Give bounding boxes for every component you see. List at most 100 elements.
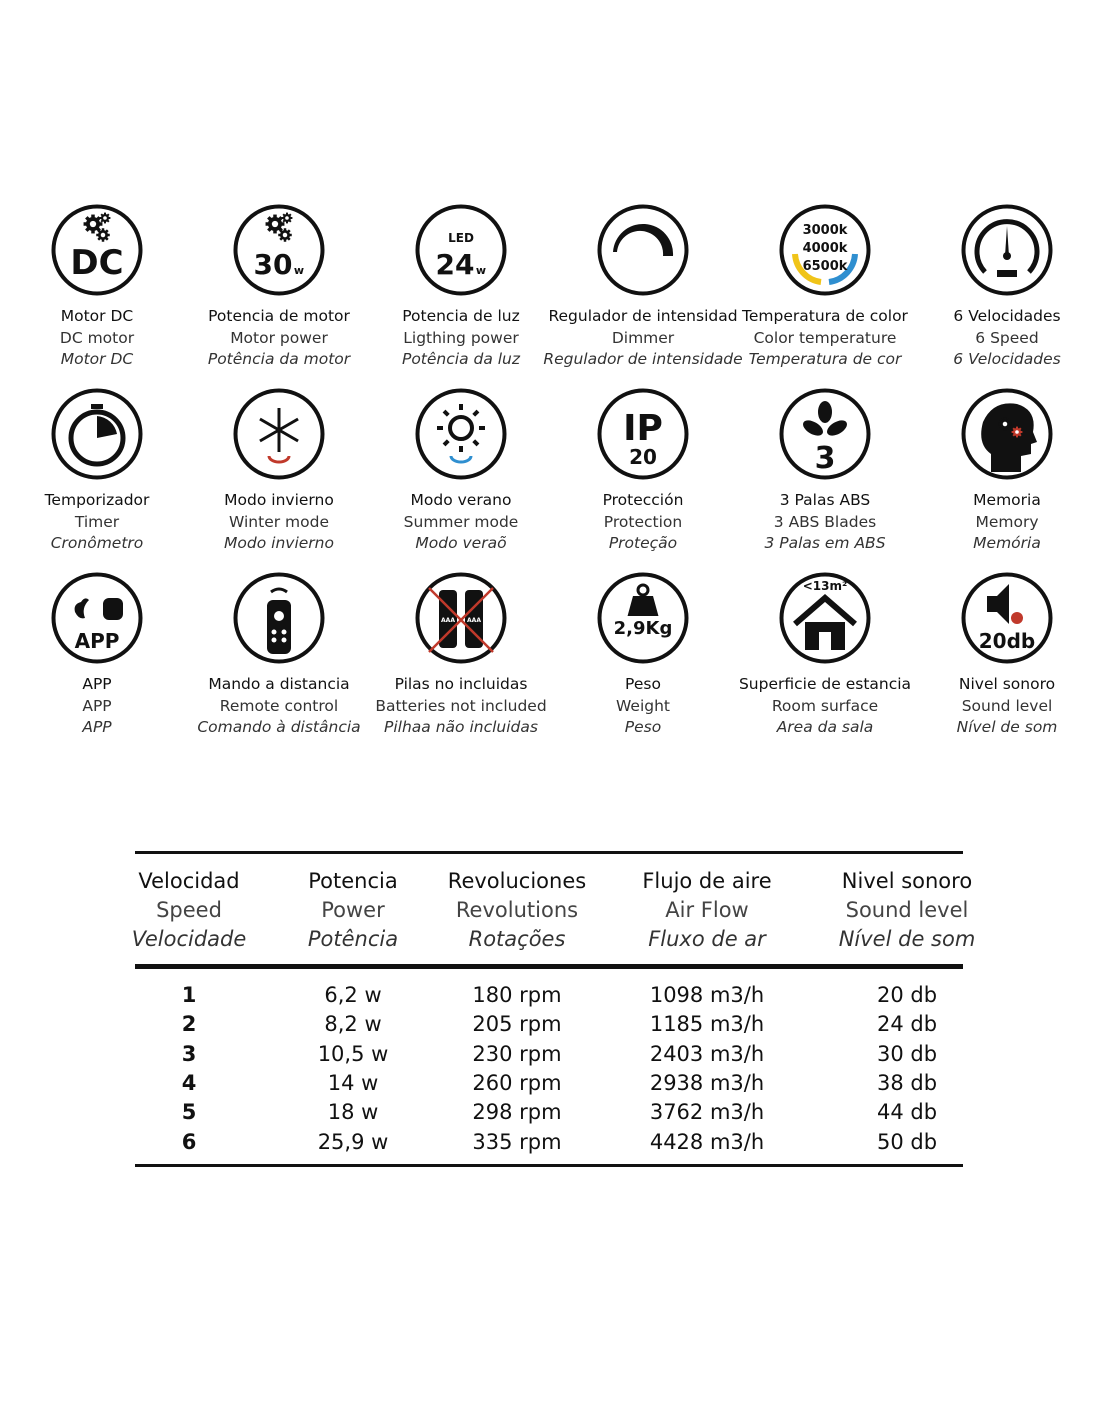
table-cell: 205 rpm [472,1012,562,1037]
feature-item: IP 20 Protección Protection Proteção [552,388,734,555]
feature-item: <13m² Superficie de estancia Room surfac… [734,572,916,739]
feature-row-3: APP APP APP APP Mando a distancia Remote… [6,572,1098,739]
motor-power-icon: 30 w [233,204,325,296]
feature-label-pt: Proteção [608,534,678,552]
header-en: Power [321,898,385,922]
feature-labels: Potencia de luz Ligthing power Potência … [402,306,520,371]
table-cell: 14 w [327,1070,379,1095]
icon-text: <13m² [803,579,848,593]
header-pt: Rotações [468,927,566,951]
feature-row-1: DC Motor DC DC motor Motor DC 30 w Potenci… [6,204,1098,371]
feature-label-en: Protection [603,512,683,531]
table-header: Velocidad Speed Velocidade Potencia Power Pot… [132,854,976,964]
table-cell: 6 [181,1129,197,1154]
table-cell: 44 db [876,1100,938,1125]
feature-label-pt: Nível de som [956,718,1058,736]
feature-label-es: 3 Palas ABS [779,491,871,509]
table-cell: 335 rpm [472,1129,562,1154]
table-cell: 4 [181,1070,197,1095]
header-en: Sound level [845,898,969,922]
feature-label-pt: 3 Palas em ABS [764,534,886,552]
header-pt: Fluxo de ar [648,927,766,951]
feature-label-pt: Temperatura de cor [748,350,902,368]
feature-labels: Pilas no incluidas Batteries not include… [375,674,546,739]
feature-item: AAA AAA Pilas no incluidas Batteries not … [370,572,552,739]
feature-label-pt: Motor DC [60,350,134,368]
table-cell: 18 w [327,1100,379,1125]
feature-label-es: Peso [625,675,661,693]
feature-label-es: APP [82,675,112,693]
table-cell: 4428 m3/h [649,1129,765,1154]
sun-icon [415,388,507,480]
feature-labels: Mando a distancia Remote control Comando… [197,674,360,739]
feature-label-es: Regulador de intensidad [548,307,738,325]
feature-label-pt: 6 Velocidades [953,350,1061,368]
feature-label-en: Timer [74,512,120,531]
feature-item: 3000k 4000k 6500k Temperatura de color Col… [734,204,916,371]
feature-item: Modo invierno Winter mode Modo invierno [188,388,370,555]
header-es: Flujo de aire [642,869,772,893]
feature-item: Mando a distancia Remote control Comando… [188,572,370,739]
feature-labels: APP APP APP [82,674,111,739]
feature-row-2: Temporizador Timer Cronômetro Modo invie… [6,388,1098,555]
feature-labels: Protección Protection Proteção [603,490,684,555]
table-cell: 10,5 w [317,1041,389,1066]
icon-text: 2,9Kg [614,618,673,639]
feature-label-es: Potencia de luz [402,307,520,325]
feature-item: 6 Velocidades 6 Speed 6 Velocidades [916,204,1098,371]
feature-label-en: Sound level [961,696,1053,715]
table-cell: 298 rpm [472,1100,562,1125]
feature-label-pt: Potência da motor [207,350,351,368]
table-cell: 2403 m3/h [649,1041,765,1066]
feature-labels: Peso Weight Peso [616,674,670,739]
icon-text: 6500k [803,259,848,274]
feature-item: Regulador de intensidad Dimmer Regulador… [543,204,743,371]
table-bottom-rule [135,1164,963,1167]
table-cell: 2 [181,1012,197,1037]
feature-label-es: Nivel sonoro [958,675,1056,693]
icon-text: w [294,264,304,277]
feature-labels: 6 Velocidades 6 Speed 6 Velocidades [953,306,1060,371]
table-cell: 1 [181,983,197,1007]
table-cell: 25,9 w [317,1129,389,1154]
icon-text: 3 [815,441,836,476]
feature-labels: Modo verano Summer mode Modo veraõ [404,490,519,555]
table-cell: 230 rpm [472,1041,562,1066]
icon-text: w [476,264,486,277]
memory-head-icon [961,388,1053,480]
feature-label-es: Temperatura de color [742,307,908,325]
batteries-crossed-icon: AAA AAA [415,572,507,664]
icon-text: DC [70,243,123,283]
icon-text: 3000k [803,223,848,238]
feature-labels: Temperatura de color Color temperature T… [742,306,908,371]
column-header: Flujo de aire Air Flow Fluxo de ar [642,854,771,954]
icon-text: IP [623,408,663,449]
snowflake-icon [233,388,325,480]
column-header: Potencia Power Potência [308,854,398,954]
column-header: Revoluciones Revolutions Rotações [448,854,586,954]
feature-labels: Nivel sonoro Sound level Nível de som [957,674,1058,739]
table-cell: 20 db [876,983,938,1007]
icon-text: LED [448,231,474,245]
feature-item: Memoria Memory Memória [916,388,1098,555]
dc-motor-icon: DC [51,204,143,296]
feature-labels: Modo invierno Winter mode Modo invierno [224,490,334,555]
feature-label-pt: Modo invierno [224,534,334,552]
feature-label-en: DC motor [59,328,135,347]
feature-item: DC Motor DC DC motor Motor DC [6,204,188,371]
feature-label-pt: Memória [973,534,1041,552]
table-cell: 1185 m3/h [649,1012,765,1037]
feature-label-en: 3 ABS Blades [773,512,877,531]
header-es: Revoluciones [447,869,587,893]
feature-item: 3 3 Palas ABS 3 ABS Blades 3 Palas em AB… [734,388,916,555]
header-en: Revolutions [455,898,579,922]
table-cell: 30 db [876,1041,938,1066]
table-header-rule [135,964,963,969]
header-en: Air Flow [665,898,749,922]
feature-label-es: Potencia de motor [208,307,350,325]
feature-label-en: Summer mode [403,512,519,531]
feature-item: Temporizador Timer Cronômetro [6,388,188,555]
feature-labels: Motor DC DC motor Motor DC [60,306,134,371]
weight-icon: 2,9Kg [597,572,689,664]
